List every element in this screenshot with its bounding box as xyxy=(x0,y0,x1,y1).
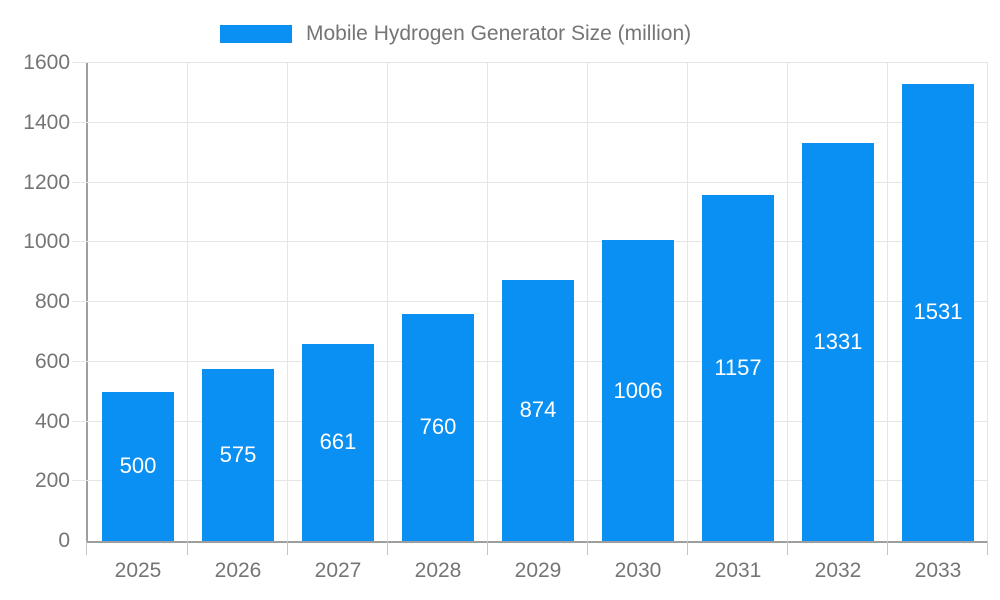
y-axis-tick-label: 0 xyxy=(58,529,70,552)
x-axis-tick-label: 2025 xyxy=(114,559,162,582)
legend-swatch[interactable] xyxy=(220,25,292,43)
y-axis-tick-label: 1200 xyxy=(23,170,70,194)
v-gridline xyxy=(287,63,288,541)
v-gridline xyxy=(487,63,488,541)
y-axis-tick-label: 200 xyxy=(34,469,70,493)
v-gridline xyxy=(987,63,988,541)
x-axis-tick xyxy=(86,541,87,555)
x-axis-tick-label: 2030 xyxy=(614,559,662,582)
x-axis-tick xyxy=(787,541,788,555)
bar-2026: 575 xyxy=(202,369,274,541)
h-gridline xyxy=(72,181,988,183)
x-axis-tick xyxy=(387,541,388,555)
y-axis-tick-label: 1600 xyxy=(23,51,70,74)
v-gridline xyxy=(187,63,188,541)
y-axis-tick-label: 800 xyxy=(34,290,70,313)
x-axis-tick xyxy=(587,541,588,555)
y-axis-tick-label: 1000 xyxy=(23,230,70,254)
x-axis-tick xyxy=(487,541,488,555)
h-gridline xyxy=(72,121,988,123)
v-gridline xyxy=(787,63,788,541)
x-axis-tick-label: 2027 xyxy=(314,559,362,582)
x-axis-tick-label: 2029 xyxy=(514,559,562,582)
x-axis-tick xyxy=(187,541,188,555)
x-axis-tick-label: 2031 xyxy=(714,559,762,582)
x-axis-tick-label: 2033 xyxy=(914,559,962,582)
legend-label: Mobile Hydrogen Generator Size (million) xyxy=(306,22,692,45)
x-axis-tick xyxy=(687,541,688,555)
bar-value-label: 1006 xyxy=(613,377,663,403)
x-axis-tick-label: 2026 xyxy=(214,559,262,582)
x-axis-tick xyxy=(287,541,288,555)
bar-value-label: 1531 xyxy=(913,299,963,325)
bar-2028: 760 xyxy=(402,313,474,541)
x-axis-tick xyxy=(987,541,988,555)
bar-value-label: 1157 xyxy=(714,355,762,381)
x-axis-tick-label: 2032 xyxy=(814,559,862,582)
bar-2033: 1531 xyxy=(902,83,974,541)
bar-2031: 1157 xyxy=(702,195,774,541)
plot-area: 500 575 661 760 874 1006 1157 1331 1531 xyxy=(72,62,988,555)
bar-value-label: 500 xyxy=(119,453,157,479)
v-gridline xyxy=(887,63,888,541)
bar-value-label: 760 xyxy=(419,414,457,440)
bar-value-label: 1331 xyxy=(813,329,863,355)
h-gridline xyxy=(72,62,988,63)
bar-2029: 874 xyxy=(502,279,574,541)
x-axis-tick-label: 2028 xyxy=(414,559,462,582)
bar-value-label: 575 xyxy=(219,442,257,468)
bar-value-label: 874 xyxy=(519,397,557,423)
chart-legend[interactable]: Mobile Hydrogen Generator Size (million) xyxy=(220,18,691,50)
h-gridline xyxy=(72,241,988,243)
bar-2030: 1006 xyxy=(602,240,674,541)
v-gridline xyxy=(587,63,588,541)
bar-2025: 500 xyxy=(102,391,174,541)
x-axis-tick xyxy=(887,541,888,555)
bar-value-label: 661 xyxy=(319,429,357,455)
bar-2032: 1331 xyxy=(802,143,874,541)
y-axis-tick-label: 1400 xyxy=(23,110,70,134)
y-axis-tick-label: 400 xyxy=(34,409,70,433)
v-gridline xyxy=(687,63,688,541)
y-axis-tick-label: 600 xyxy=(34,349,70,373)
v-gridline xyxy=(387,63,388,541)
bar-2027: 661 xyxy=(302,343,374,541)
